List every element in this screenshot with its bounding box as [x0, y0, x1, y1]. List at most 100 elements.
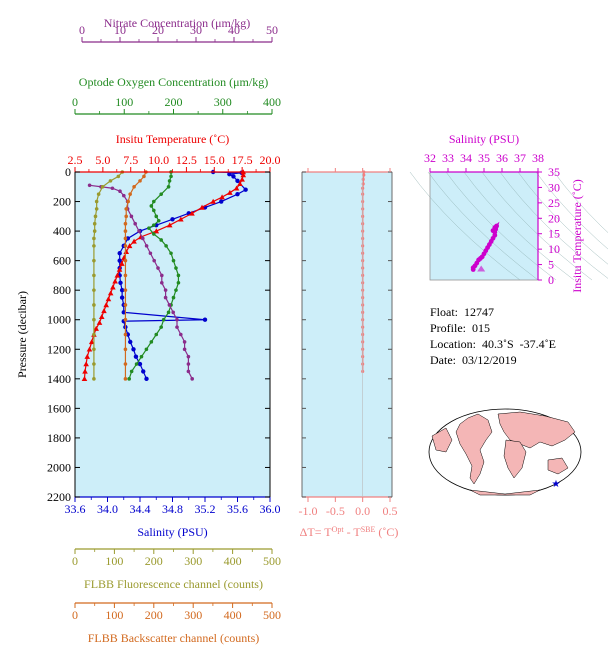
- temperature-point: [96, 319, 103, 325]
- fluorescence-point: [96, 192, 101, 196]
- oxygen-point: [152, 223, 156, 227]
- fluorescence-tick-label: 300: [184, 554, 202, 568]
- oxygen-tick-label: 300: [214, 95, 232, 109]
- temperature-tick-label: 12.5: [176, 153, 197, 167]
- backscatter-point: [123, 229, 128, 233]
- backscatter-tick-label: 100: [105, 608, 123, 622]
- temperature-point: [131, 238, 137, 244]
- salinity-point: [137, 361, 143, 367]
- oxygen-point: [176, 280, 181, 285]
- ts-salinity-tick-label: 37: [514, 151, 526, 165]
- oxygen-point: [166, 184, 171, 189]
- salinity-point: [119, 287, 125, 293]
- temperature-point: [86, 346, 93, 352]
- backscatter-axis-label: FLBB Backscatter channel (counts): [88, 631, 260, 645]
- ts-temperature-tick-label: 20: [548, 211, 560, 225]
- backscatter-point: [123, 303, 128, 307]
- nitrate-point: [148, 251, 153, 256]
- nitrate-point: [163, 288, 168, 292]
- map-land-americas: [455, 413, 493, 485]
- fluorescence-point: [92, 273, 96, 278]
- fluorescence-point: [92, 303, 96, 307]
- ts-density-contour: [535, 171, 608, 250]
- salinity-point: [128, 339, 133, 345]
- oxygen-point: [144, 347, 149, 352]
- ts-temperature-tick-label: 35: [548, 165, 560, 179]
- nitrate-point: [190, 377, 194, 381]
- temperature-point: [219, 194, 225, 200]
- oxygen-tick-label: 400: [263, 95, 281, 109]
- nitrate-point: [87, 183, 92, 188]
- fluorescence-point: [108, 179, 113, 183]
- salinity-point: [131, 347, 136, 352]
- salinity-point: [119, 295, 125, 300]
- salinity-point: [133, 354, 139, 359]
- oxygen-point: [166, 310, 171, 315]
- info-float: Float: 12747: [430, 305, 495, 319]
- temperature-point: [239, 176, 245, 182]
- salinity-point: [144, 376, 149, 382]
- temperature-point: [119, 260, 125, 266]
- salinity-point: [117, 251, 122, 256]
- ts-temperature-tick-label: 10: [548, 242, 560, 256]
- delta-tick-label: 0.0: [355, 504, 370, 518]
- temperature-point: [126, 243, 133, 249]
- ts-temperature-axis-label: Insitu Temperature (˚C): [570, 179, 584, 293]
- info-profile: Profile: 015: [430, 321, 490, 335]
- backscatter-point: [123, 362, 128, 366]
- oxygen-point: [154, 332, 159, 337]
- map-land-eurasia: [497, 411, 576, 449]
- oxygen-point: [171, 295, 176, 300]
- temperature-point: [110, 284, 116, 290]
- ts-salinity-tick-label: 35: [478, 151, 490, 165]
- oxygen-tick-label: 200: [165, 95, 183, 109]
- salinity-tick-label: 33.6: [65, 502, 86, 516]
- fluorescence-tick-label: 0: [72, 554, 78, 568]
- salinity-tick-label: 35.6: [227, 502, 248, 516]
- oxygen-point: [171, 258, 176, 263]
- fluorescence-point: [92, 347, 96, 352]
- fluorescence-tick-label: 100: [105, 554, 123, 568]
- nitrate-point: [186, 354, 191, 359]
- backscatter-point: [123, 347, 128, 352]
- temperature-tick-label: 17.5: [232, 153, 253, 167]
- ts-salinity-tick-label: 33: [442, 151, 454, 165]
- fluorescence-point: [92, 377, 96, 381]
- nitrate-point: [141, 236, 145, 241]
- delta-tick-label: 0.5: [383, 504, 398, 518]
- nitrate-point: [186, 369, 191, 374]
- temperature-tick-label: 10.0: [148, 153, 169, 167]
- pressure-axis-label: Pressure (decibar): [15, 291, 29, 378]
- backscatter-point: [123, 236, 128, 241]
- ts-density-contour: [409, 171, 521, 281]
- temperature-point: [101, 308, 107, 314]
- pressure-tick-label: 600: [53, 254, 71, 268]
- map-land-asia-east: [431, 427, 453, 453]
- nitrate-point: [186, 362, 191, 366]
- info-date: Date: 03/12/2019: [430, 353, 517, 367]
- nitrate-point: [144, 244, 149, 248]
- nitrate-tick-label: 50: [266, 23, 278, 37]
- oxygen-point: [134, 362, 139, 366]
- backscatter-tick-label: 0: [72, 608, 78, 622]
- fluorescence-point: [100, 184, 105, 189]
- salinity-point: [231, 174, 236, 179]
- nitrate-tick-label: 20: [152, 23, 164, 37]
- backscatter-point: [128, 192, 132, 196]
- temperature-point: [82, 368, 88, 374]
- temperature-point: [105, 296, 112, 302]
- ts-density-contour: [499, 171, 608, 279]
- delta-axis: -1.0 -0.5 0.0 0.5 ΔT= TOpt - TSBE (˚C): [299, 168, 399, 540]
- delta-axis-label: ΔT= TOpt - TSBE (˚C): [300, 525, 399, 540]
- fluorescence-axis-label: FLBB Fluorescence channel (counts): [84, 577, 263, 591]
- oxygen-point: [161, 317, 166, 322]
- pressure-tick-label: 400: [53, 224, 71, 238]
- temperature-tick-label: 2.5: [68, 153, 83, 167]
- pressure-tick-label: 2200: [47, 490, 71, 504]
- oxygen-axis: 0 100 200 300 400 Optode Oxygen Concentration…: [72, 75, 281, 115]
- fluorescence-point: [94, 207, 99, 211]
- fluorescence-point: [92, 221, 97, 226]
- fluorescence-point: [94, 199, 99, 204]
